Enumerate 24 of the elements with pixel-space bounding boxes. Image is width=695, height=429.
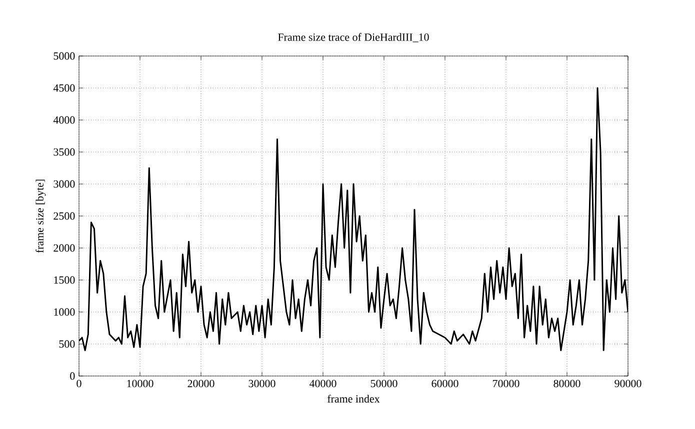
x-tick-label: 80000 — [554, 380, 580, 388]
chart-title: Frame size trace of DieHardIII_10 — [278, 33, 429, 42]
x-tick-label: 30000 — [248, 380, 276, 388]
y-tick-label: 1000 — [54, 308, 75, 316]
y-tick-label: 3000 — [54, 180, 75, 188]
x-tick-label: 90000 — [614, 380, 642, 388]
x-tick-label: 20000 — [188, 380, 214, 388]
y-tick-label: 4500 — [53, 84, 75, 92]
y-tick-label: 2000 — [54, 244, 75, 252]
x-tick-label: 70000 — [493, 380, 520, 388]
x-tick-label: 40000 — [310, 380, 336, 388]
x-axis-title: frame index — [328, 394, 380, 403]
x-tick-label: 60000 — [432, 380, 458, 388]
x-tick-label: 50000 — [370, 380, 398, 388]
x-tick-label: 0 — [76, 380, 82, 388]
y-tick-label: 500 — [59, 340, 75, 348]
y-tick-label: 0 — [70, 372, 75, 380]
y-axis-title: frame size [byte] — [36, 180, 46, 253]
y-tick-label: 5000 — [54, 52, 75, 60]
x-tick-label: 10000 — [127, 380, 154, 388]
y-tick-label: 4000 — [53, 116, 75, 124]
y-tick-label: 2500 — [54, 212, 75, 220]
y-tick-label: 1500 — [54, 276, 75, 284]
y-tick-label: 3500 — [54, 148, 75, 156]
